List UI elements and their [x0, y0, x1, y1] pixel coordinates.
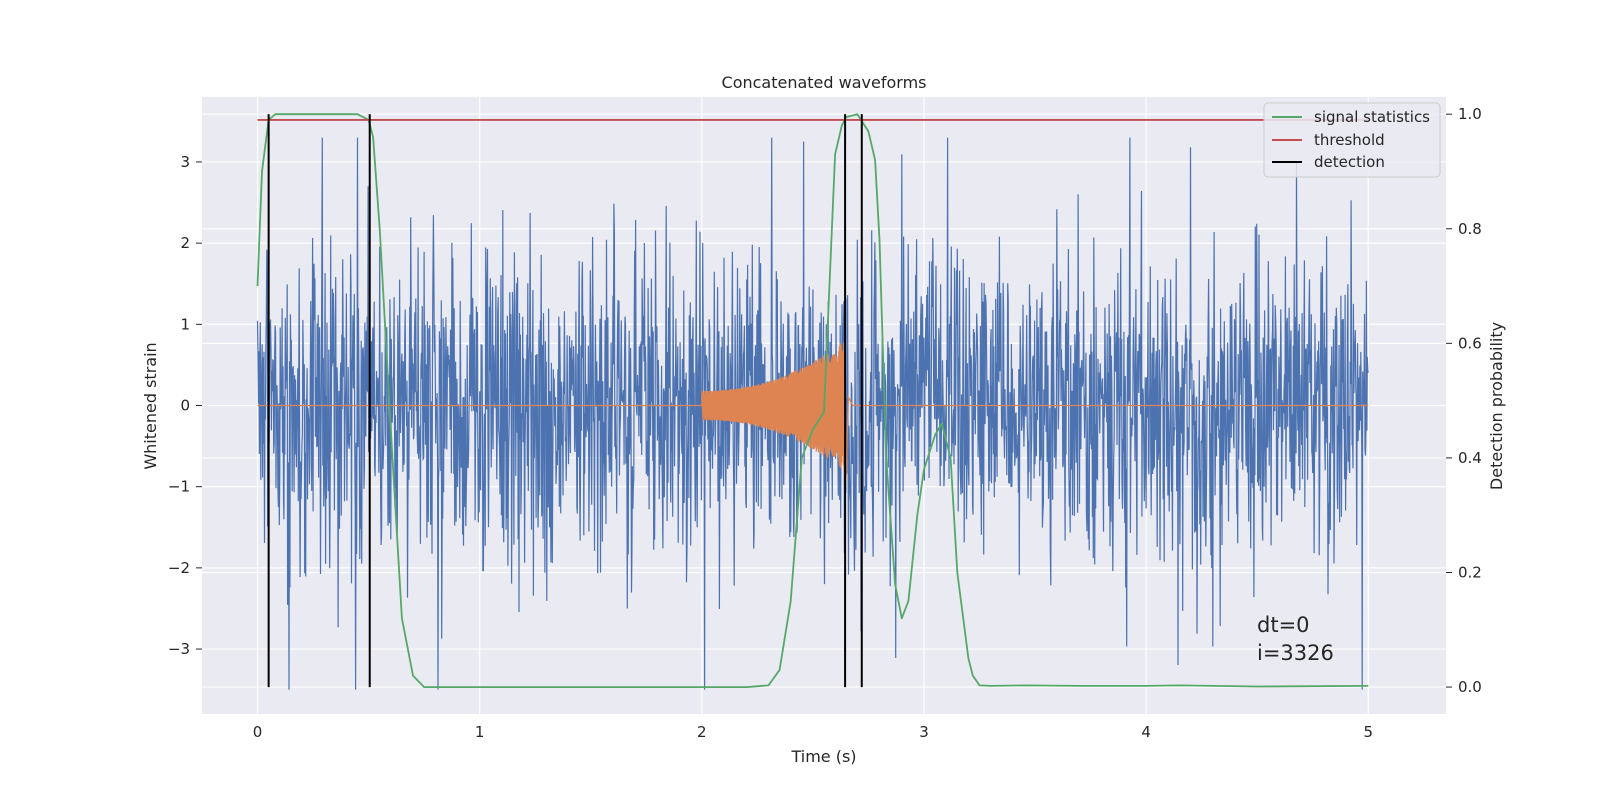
- noise-line: [256, 137, 1369, 690]
- x-tick-label: 0: [253, 723, 263, 741]
- legend-label-signal-statistics: signal statistics: [1314, 108, 1430, 126]
- signal-statistics-line: [256, 113, 1369, 688]
- x-tick-label: 2: [697, 723, 707, 741]
- y-tick-label: 2: [180, 234, 190, 252]
- x-tick-label: 4: [1141, 723, 1151, 741]
- y2-tick-label: 0.4: [1458, 449, 1482, 467]
- y-tick-label: 1: [180, 315, 190, 333]
- annotation-dt: dt=0: [1257, 613, 1310, 637]
- y-tick-label: 0: [180, 397, 190, 415]
- y2-tick-label: 0.8: [1458, 220, 1482, 238]
- chart-title: Concatenated waveforms: [722, 73, 927, 92]
- signal-statistics-series: [256, 113, 1369, 688]
- noise-series: [256, 137, 1369, 690]
- y2-axis-label: Detection probability: [1487, 322, 1506, 490]
- y-axis-label: Whitened strain: [141, 342, 160, 469]
- detection-series: [267, 114, 863, 688]
- annotation-index: i=3326: [1257, 641, 1334, 665]
- legend-label-detection: detection: [1314, 153, 1385, 171]
- x-tick-label: 5: [1363, 723, 1373, 741]
- y2-tick-label: 0.0: [1458, 678, 1482, 696]
- y-tick-label: −3: [168, 640, 190, 658]
- x-axis-label: Time (s): [790, 747, 856, 766]
- x-tick-label: 1: [475, 723, 485, 741]
- legend: signal statistics threshold detection: [1263, 102, 1441, 178]
- injection-series: [257, 342, 1369, 483]
- y-tick-label: −2: [168, 559, 190, 577]
- y2-tick-label: 0.2: [1458, 563, 1482, 581]
- legend-box: [1263, 102, 1441, 178]
- y-tick-label: 3: [180, 153, 190, 171]
- ticks: 0 1 2 3 4 5 −3 −2 −1 0 1 2 3 0.0 0.2 0.4 0.6 0.8 1.0: [168, 105, 1482, 741]
- legend-label-threshold: threshold: [1314, 131, 1385, 149]
- y-tick-label: −1: [168, 478, 190, 496]
- y2-tick-label: 0.6: [1458, 334, 1482, 352]
- injection-line: [257, 342, 1369, 483]
- x-tick-label: 3: [919, 723, 929, 741]
- y2-tick-label: 1.0: [1458, 105, 1482, 123]
